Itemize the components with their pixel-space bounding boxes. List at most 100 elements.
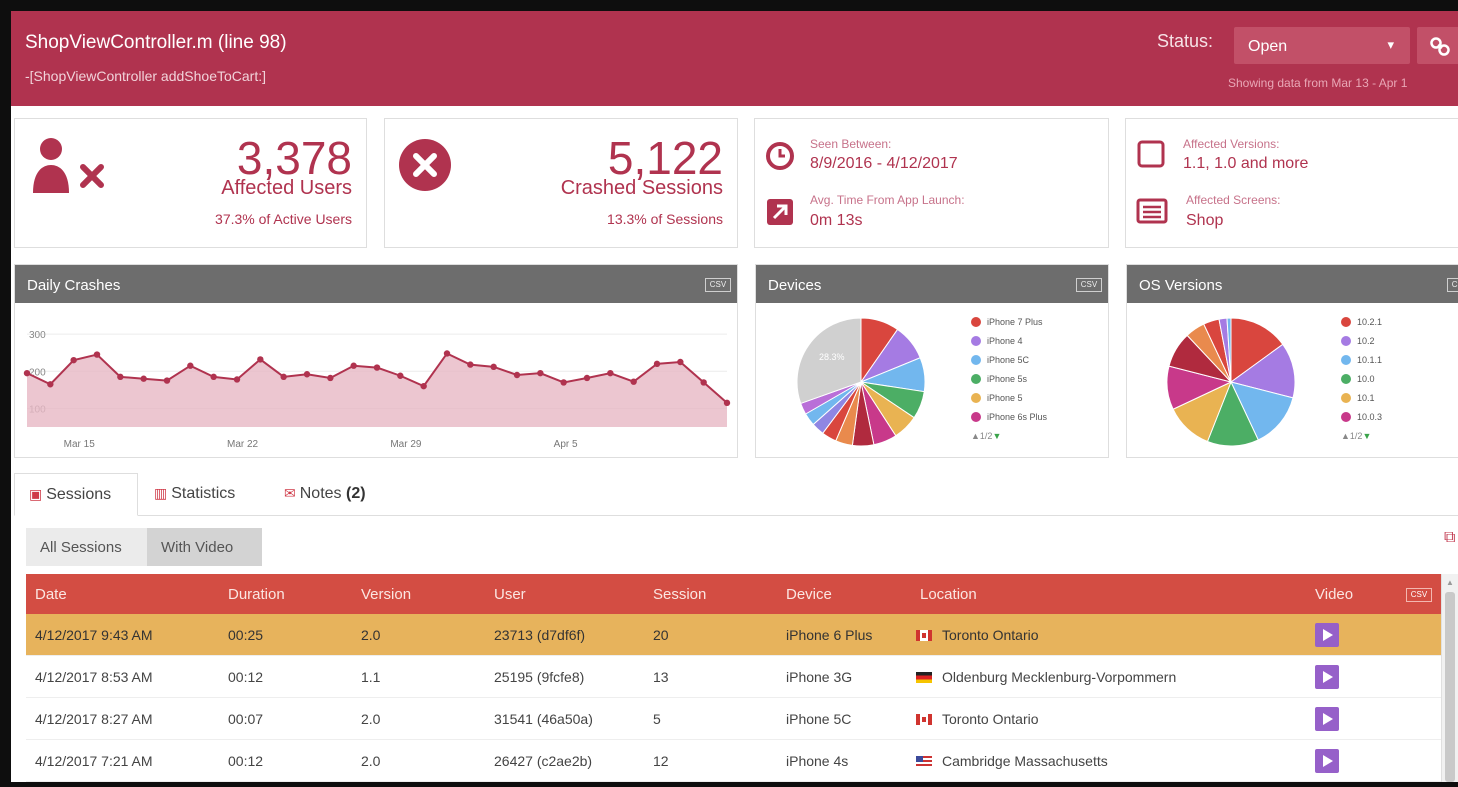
data-point[interactable] [257, 356, 264, 363]
location-text: Oldenburg Mecklenburg-Vorpommern [942, 669, 1177, 685]
legend-item[interactable]: 10.1 [1341, 388, 1382, 407]
os-versions-csv-button[interactable]: CSV [1447, 278, 1458, 292]
data-point[interactable] [23, 369, 31, 377]
column-header-location[interactable]: Location [920, 586, 977, 603]
column-header-user[interactable]: User [494, 586, 526, 603]
table-row[interactable]: 4/12/2017 9:43 AM 00:25 2.0 23713 (d7df6f) 2… [26, 614, 1444, 656]
devices-csv-button[interactable]: CSV [1076, 278, 1102, 292]
share-link-button[interactable] [1417, 27, 1458, 64]
data-point[interactable] [420, 382, 427, 390]
data-point[interactable] [70, 356, 77, 364]
column-header-duration[interactable]: Duration [228, 586, 285, 603]
data-point[interactable] [490, 363, 497, 371]
data-point[interactable] [163, 377, 171, 384]
legend-item[interactable]: 10.2 [1341, 331, 1382, 350]
pie-slice[interactable] [1226, 317, 1232, 383]
crashed-sessions-card: 5,122 Crashed Sessions 13.3% of Sessions [384, 118, 738, 248]
data-point[interactable] [443, 350, 451, 357]
legend-label: iPhone 5 [987, 392, 1023, 403]
square-outline-icon [1137, 140, 1165, 168]
data-point[interactable] [303, 371, 311, 378]
legend-next-icon[interactable]: ▼ [992, 430, 1002, 441]
data-point[interactable] [280, 373, 287, 381]
data-point[interactable] [47, 381, 54, 388]
daily-crashes-csv-button[interactable]: CSV [705, 278, 731, 292]
status-dropdown[interactable]: Open ▾ [1234, 27, 1410, 64]
data-point[interactable] [140, 375, 147, 382]
data-point[interactable] [373, 364, 381, 371]
scrollbar-thumb[interactable] [1445, 592, 1455, 782]
scroll-up-icon[interactable]: ▲ [1446, 578, 1454, 587]
legend-item[interactable]: 10.0 [1341, 369, 1382, 388]
column-header-video[interactable]: Video [1315, 586, 1354, 603]
cell-session: 12 [653, 753, 669, 769]
table-row[interactable]: 4/12/2017 7:21 AM 00:12 2.0 26427 (c2ae2b) 1… [26, 740, 1444, 782]
data-point[interactable] [653, 360, 661, 368]
tab-notes[interactable]: ✉ Notes (2) [270, 473, 380, 516]
legend-pager[interactable]: ▲ 1/2 ▼ [1341, 426, 1382, 445]
column-header-session[interactable]: Session [653, 586, 707, 603]
legend-swatch [971, 354, 981, 365]
play-video-button[interactable] [1315, 623, 1339, 647]
data-point[interactable] [560, 379, 567, 386]
legend-item[interactable]: iPhone 5 [971, 388, 1047, 407]
table-row[interactable]: 4/12/2017 8:53 AM 00:12 1.1 25195 (9fcfe8) 1… [26, 656, 1444, 698]
data-point[interactable] [537, 369, 544, 377]
data-point[interactable] [397, 372, 404, 379]
data-point[interactable] [233, 376, 241, 383]
data-point[interactable] [677, 358, 684, 366]
legend-item[interactable]: iPhone 4 [971, 331, 1047, 350]
pie-slice[interactable] [1229, 343, 1296, 399]
data-point[interactable] [700, 379, 707, 386]
play-video-button[interactable] [1315, 665, 1339, 689]
tab-sessions[interactable]: ▣ Sessions [14, 473, 138, 516]
data-point[interactable] [723, 399, 731, 407]
link-icon [1430, 37, 1450, 56]
frame-edge-left [0, 0, 11, 787]
data-point[interactable] [607, 369, 614, 377]
data-point[interactable] [210, 373, 217, 381]
data-point[interactable] [350, 362, 357, 369]
table-csv-button[interactable]: CSV [1406, 588, 1432, 602]
with-video-button[interactable]: With Video [147, 528, 262, 566]
column-header-date[interactable]: Date [35, 586, 67, 603]
legend-item[interactable]: iPhone 7 Plus [971, 312, 1047, 331]
play-video-button[interactable] [1315, 749, 1339, 773]
legend-item[interactable]: 10.1.1 [1341, 350, 1382, 369]
tab-statistics[interactable]: ▥ Statistics [140, 473, 249, 516]
legend-prev-icon[interactable]: ▲ [971, 430, 980, 441]
data-point[interactable] [117, 373, 124, 381]
os-versions-panel: OS Versions CSV 10.2.1 10.2 10.1.1 10.0 10.1… [1126, 264, 1458, 458]
all-sessions-button[interactable]: All Sessions [26, 528, 147, 566]
column-header-version[interactable]: Version [361, 586, 412, 603]
legend-item[interactable]: iPhone 5C [971, 350, 1047, 369]
affected-screens-value: Shop [1186, 212, 1224, 229]
legend-prev-icon[interactable]: ▲ [1341, 430, 1350, 441]
legend-pager[interactable]: ▲ 1/2 ▼ [971, 426, 1047, 445]
pie-slice[interactable] [796, 317, 862, 405]
data-point[interactable] [93, 351, 101, 358]
data-point[interactable] [513, 371, 521, 379]
cell-device: iPhone 6 Plus [786, 627, 873, 643]
legend-next-icon[interactable]: ▼ [1362, 430, 1372, 441]
table-scrollbar[interactable]: ▲ [1441, 574, 1458, 782]
legend-item[interactable]: 10.0.3 [1341, 407, 1382, 426]
legend-item[interactable]: iPhone 6s Plus [971, 407, 1047, 426]
data-point[interactable] [630, 378, 637, 385]
column-header-device[interactable]: Device [786, 586, 832, 603]
affected-screens-label: Affected Screens: [1186, 193, 1281, 207]
data-point[interactable] [583, 374, 591, 382]
data-point[interactable] [467, 361, 474, 368]
data-point[interactable] [187, 362, 194, 369]
legend-page-label: 1/2 [1349, 430, 1363, 441]
data-point[interactable] [327, 374, 334, 382]
cell-location: Toronto Ontario [916, 711, 1039, 727]
legend-item[interactable]: iPhone 5s [971, 369, 1047, 388]
table-row[interactable]: 4/12/2017 8:27 AM 00:07 2.0 31541 (46a50a) 5… [26, 698, 1444, 740]
play-video-button[interactable] [1315, 707, 1339, 731]
cell-version: 2.0 [361, 753, 381, 769]
pie-slice[interactable] [1230, 381, 1294, 441]
pie-slice[interactable] [1230, 317, 1284, 383]
legend-item[interactable]: 10.2.1 [1341, 312, 1382, 331]
export-icon[interactable]: ⧉ [1444, 529, 1456, 546]
